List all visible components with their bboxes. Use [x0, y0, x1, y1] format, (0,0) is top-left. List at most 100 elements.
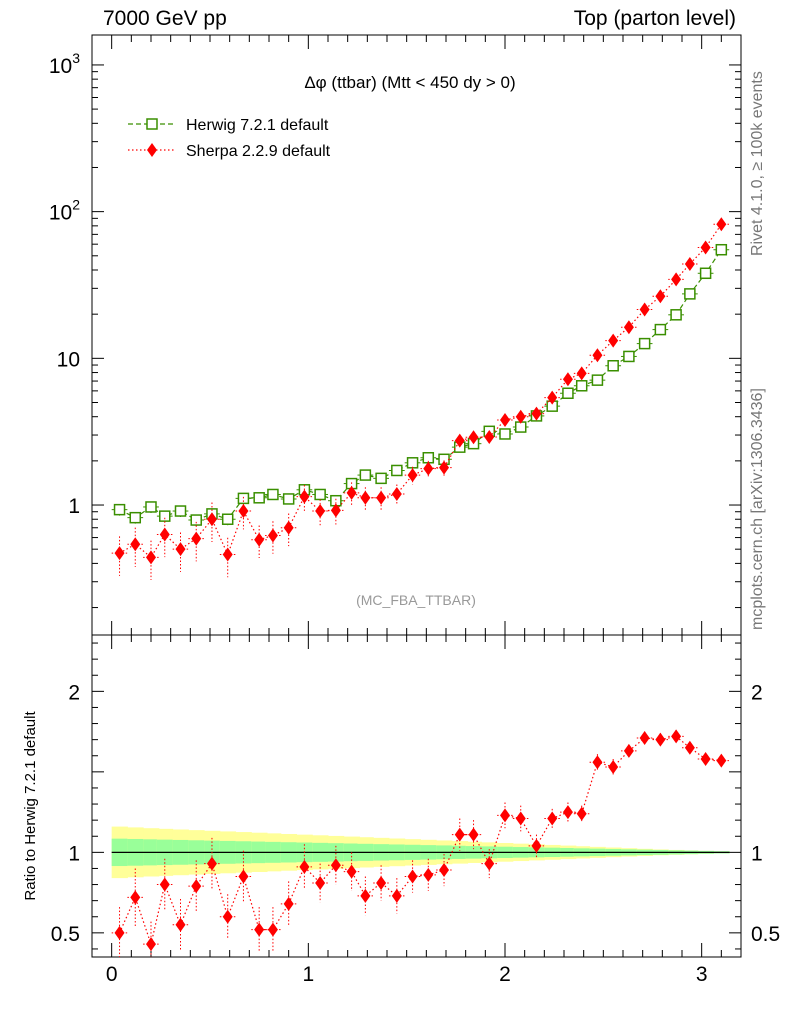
sherpa-point [254, 532, 265, 547]
ratio-sherpa-point [346, 864, 357, 879]
ratio-sherpa-point [283, 896, 294, 911]
sherpa-point [130, 537, 141, 552]
ratio-sherpa-point [391, 888, 402, 903]
herwig-point [359, 469, 372, 481]
ratio-sherpa-point [468, 827, 479, 842]
header-right: Top (parton level) [573, 7, 736, 30]
ratio-sherpa-point [639, 731, 650, 746]
ratio-y-tick-label-right: 1 [751, 842, 763, 865]
sherpa-point [391, 486, 402, 501]
header-left: 7000 GeV pp [103, 7, 227, 30]
herwig-point [715, 243, 728, 256]
herwig-point [145, 501, 157, 513]
chart-title: Δφ (ttbar) (Mtt < 450 dy > 0) [304, 73, 515, 92]
x-tick-label: 3 [696, 963, 708, 986]
sherpa-point [576, 366, 587, 381]
ratio-sherpa-point [222, 909, 233, 924]
ratio-sherpa-point [146, 937, 156, 952]
sherpa-point [468, 430, 479, 445]
sherpa-point [547, 390, 558, 405]
ratio-sherpa-point [684, 740, 695, 755]
ratio-sherpa-point [315, 875, 326, 890]
sherpa-line [119, 223, 722, 559]
herwig-point [267, 488, 279, 501]
sherpa-point [454, 433, 465, 448]
sherpa-point [671, 272, 682, 287]
ratio-y-tick-label: 0.5 [51, 923, 80, 946]
sherpa-point [592, 348, 603, 363]
ratio-sherpa-point [254, 922, 265, 937]
sherpa-point [700, 240, 711, 255]
ratio-sherpa-point [700, 751, 711, 766]
herwig-point [314, 488, 326, 501]
herwig-line [119, 249, 722, 521]
ratio-y-tick-label-right: 2 [751, 681, 763, 704]
ratio-sherpa-point [716, 753, 727, 768]
sherpa-point [360, 490, 371, 505]
sherpa-point [159, 527, 170, 542]
sherpa-point [716, 217, 727, 232]
sherpa-point [238, 504, 249, 519]
ratio-sherpa-point [623, 743, 634, 758]
herwig-point [391, 464, 403, 477]
herwig-point [375, 472, 387, 485]
sherpa-point [407, 468, 418, 483]
ratio-y-tick-label: 1 [68, 842, 80, 865]
sherpa-point [114, 546, 125, 561]
ratio-sherpa-point [655, 732, 666, 747]
legend-herwig-label: Herwig 7.2.1 default [186, 117, 329, 134]
herwig-point [237, 492, 250, 505]
sherpa-point [623, 320, 634, 335]
x-tick-label: 0 [106, 963, 118, 986]
ratio-sherpa-line [118, 735, 722, 947]
herwig-point [190, 514, 202, 526]
sherpa-point [330, 503, 341, 518]
y-tick-label: 10 [57, 348, 80, 371]
ratio-sherpa-point [407, 869, 418, 884]
ratio-sherpa-point [360, 888, 371, 903]
herwig-point [174, 505, 187, 517]
ratio-y-label: Ratio to Herwig 7.2.1 default [22, 711, 39, 901]
sherpa-point [175, 542, 186, 557]
x-tick-label: 2 [499, 963, 511, 986]
sherpa-point [484, 429, 495, 444]
sherpa-point [206, 512, 217, 527]
ratio-sherpa-point [330, 858, 341, 873]
sherpa-point [684, 256, 695, 271]
herwig-point [684, 288, 696, 300]
sherpa-point [299, 489, 310, 504]
sherpa-point [315, 504, 326, 519]
herwig-point [129, 511, 142, 524]
legend-herwig-marker [146, 118, 158, 130]
ratio-sherpa-point [159, 877, 170, 892]
herwig-point [113, 503, 126, 516]
ratio-y-tick-label-right: 0.5 [751, 923, 780, 946]
sherpa-point [376, 490, 387, 505]
ratio-panel: 0.5 0.5 1 1 2 2 Ratio to Herwig 7.2.1 default 0… [22, 634, 780, 986]
sherpa-point [283, 520, 294, 535]
ratio-sherpa-point [547, 811, 558, 826]
sherpa-point [423, 461, 434, 476]
ratio-sherpa-point [454, 827, 465, 842]
sherpa-point [222, 547, 233, 562]
y-tick-label: 1 [68, 495, 80, 518]
ratio-sherpa-point [423, 867, 434, 882]
herwig-point [575, 380, 588, 392]
sherpa-point [191, 531, 202, 546]
ratio-sherpa-point [531, 838, 542, 853]
sherpa-point [515, 409, 526, 424]
legend-sherpa-label: Sherpa 2.2.9 default [186, 143, 331, 160]
herwig-point [623, 350, 635, 363]
ratio-sherpa-point [191, 879, 202, 894]
herwig-point [607, 360, 619, 372]
ratio-sherpa-point [238, 869, 249, 884]
ratio-sherpa-point [206, 856, 217, 871]
herwig-point [699, 267, 712, 280]
herwig-point [253, 492, 265, 504]
ratio-sherpa-point [592, 755, 603, 770]
herwig-point [670, 309, 682, 321]
herwig-point [591, 374, 604, 386]
sherpa-point [500, 412, 510, 427]
sherpa-point [608, 333, 619, 348]
legend-sherpa-marker [147, 143, 157, 157]
